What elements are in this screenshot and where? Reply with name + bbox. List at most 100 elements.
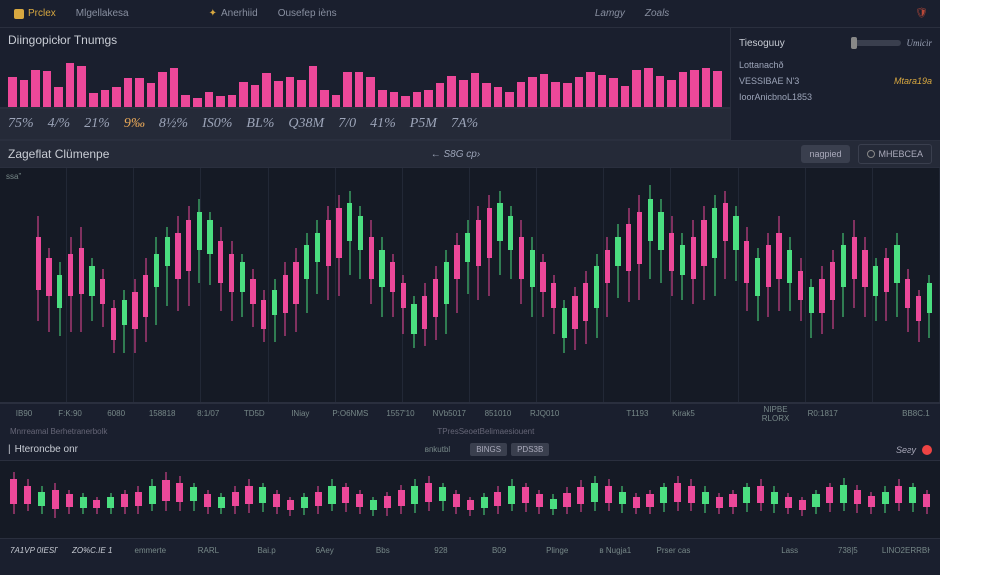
volume-bar [575, 77, 584, 107]
candle [575, 465, 587, 534]
spark-icon: ✦ [209, 8, 217, 19]
indicator-chip[interactable]: BINGS [470, 443, 507, 456]
candle [132, 465, 144, 534]
candle [410, 174, 419, 384]
topbar-tab[interactable]: Prclex [4, 8, 66, 19]
x-axis-tick: Bbs [359, 546, 407, 555]
volume-bar [528, 77, 537, 107]
x-axis-tick: 1557'10 [386, 409, 414, 418]
candle [188, 465, 200, 534]
candle [174, 465, 186, 534]
x-axis-tick: Lass [766, 546, 814, 555]
volume-bar [482, 83, 491, 107]
action-label[interactable]: Sегу [896, 445, 916, 455]
candle [828, 174, 837, 384]
volume-bar [355, 72, 364, 107]
candle [88, 174, 97, 384]
x-axis-tick: 851010 [484, 409, 512, 418]
record-icon[interactable] [922, 445, 932, 455]
candle [98, 174, 107, 384]
volume-bar [251, 85, 260, 108]
candle [105, 465, 117, 534]
candle [324, 174, 333, 384]
candle [753, 174, 762, 384]
x-axis-tick: Kirak5 [669, 409, 697, 418]
candle [381, 465, 393, 534]
candle [227, 174, 236, 384]
candle [354, 465, 366, 534]
topbar-tab[interactable]: Mlgellakesa [66, 8, 139, 19]
candle [686, 465, 698, 534]
range-slider[interactable] [851, 40, 901, 46]
candle [229, 465, 241, 534]
candle [202, 465, 214, 534]
volume-bar [413, 92, 422, 107]
stat-value: 7/0 [338, 116, 356, 132]
candle [66, 174, 75, 384]
candle [285, 465, 297, 534]
topbar-right-tab[interactable]: Zoals [639, 8, 675, 19]
x-axis-tick: Prser cas [649, 546, 697, 555]
section-title: Diingopicłor Tnumgs [0, 28, 730, 52]
volume-bar [343, 72, 352, 107]
topbar-mid-tab[interactable]: Ousefep ièns [268, 8, 347, 19]
volume-bar [494, 87, 503, 107]
volume-bar [424, 90, 433, 108]
volume-bar [609, 78, 618, 107]
main-candlestick-chart[interactable]: ssa” [0, 168, 940, 403]
volume-bar [228, 95, 237, 108]
toolbar-button-settings[interactable]: MHEBCEA [858, 144, 933, 164]
candle [769, 465, 781, 534]
volume-bar [31, 70, 40, 108]
candle [614, 174, 623, 384]
candle [395, 465, 407, 534]
candle [810, 465, 822, 534]
candle [635, 174, 644, 384]
stat-value: P5M [410, 116, 437, 132]
candle [925, 174, 934, 384]
volume-bar [447, 76, 456, 107]
shield-icon: 🛡 [915, 8, 928, 19]
indicator-chip[interactable]: PDS3B [511, 443, 549, 456]
candle [796, 174, 805, 384]
candle [313, 174, 322, 384]
footer-label-row: Mnrreamal Berhetranerbolk TPresSeoetВelі… [0, 423, 940, 439]
info-row: IoorAnicbnoL1853 [739, 92, 932, 102]
volume-bar [471, 73, 480, 107]
volume-bar [158, 72, 167, 107]
candle [77, 465, 89, 534]
volume-bar [77, 66, 86, 107]
volume-bar [517, 82, 526, 107]
candle [431, 174, 440, 384]
volume-bar [621, 86, 630, 107]
toolbar-button-1[interactable]: nagpied [801, 145, 849, 163]
candle [243, 465, 255, 534]
topbar-mid-tab[interactable]: ✦Anerhiid [199, 8, 268, 19]
volume-bar [297, 80, 306, 108]
x-axis-tick: в Nugja1 [591, 546, 639, 555]
x-axis-tick: IB90 [10, 409, 38, 418]
volume-bar [459, 80, 468, 108]
candle [782, 465, 794, 534]
candle [302, 174, 311, 384]
chart-toolbar: Zageflat Clümenpe ← S8G cр› nagpied MHEB… [0, 140, 940, 168]
candle [120, 174, 129, 384]
volume-bar [713, 71, 722, 107]
volume-bar [89, 93, 98, 107]
volume-bar [366, 77, 375, 107]
candle [624, 174, 633, 384]
stat-value: 8½% [159, 116, 188, 132]
candle [571, 174, 580, 384]
candle [409, 465, 421, 534]
right-panel-badge: Umicìr [907, 38, 933, 48]
secondary-candlestick-chart[interactable] [0, 461, 940, 539]
candle [451, 465, 463, 534]
candle [506, 174, 515, 384]
candle [689, 174, 698, 384]
volume-bar [586, 72, 595, 107]
candle [528, 174, 537, 384]
info-row: Lottanachð [739, 60, 932, 70]
volume-bar [8, 77, 17, 107]
candle [368, 465, 380, 534]
topbar-right-tab[interactable]: Lamgy [589, 8, 631, 19]
